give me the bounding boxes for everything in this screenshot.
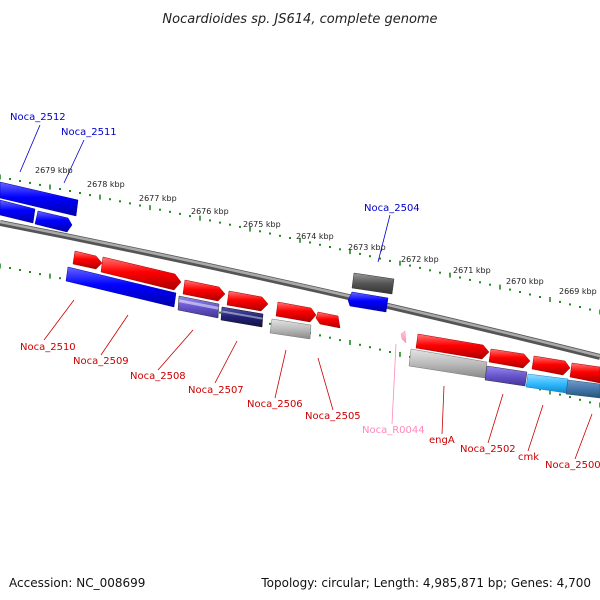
cog-track-lower [65,266,600,399]
gene-arrow-noca-2511-b[interactable] [34,210,73,233]
kbp-label: 2671 kbp [453,266,491,275]
gene-label-noca-2505[interactable]: Noca_2505 [305,411,361,422]
leader-noca-2511 [63,139,85,184]
tick-row-upper [0,174,600,315]
cog-track-upper [351,272,395,295]
accession-text: Accession: NC_008699 [9,576,145,590]
leader-noca-2505 [317,357,334,411]
leader-noca-2500 [574,413,593,460]
gene-arrow-noca-2509-red[interactable] [100,256,182,291]
gene-arrow-cmk-red[interactable] [531,355,571,376]
gene-labels-upper: Noca_2512 Noca_2511 Noca_2504 [10,112,420,214]
gene-arrow-noca-2500-red[interactable] [569,362,600,384]
kbp-label: 2675 kbp [243,220,281,229]
gene-leader-lines [19,124,593,460]
gene-label-noca-2509[interactable]: Noca_2509 [73,356,129,367]
leader-noca-2509 [100,314,129,356]
gene-label-cmk[interactable]: cmk [518,452,539,463]
cog-stripe-noca-2507 [222,310,263,320]
cog-block-noca-2502[interactable] [484,365,528,387]
cog-block-noca-2510[interactable] [65,266,177,308]
gene-labels-lower: Noca_2510 Noca_2509 Noca_2508 Noca_2507 … [20,342,600,471]
kbp-label: 2672 kbp [401,255,439,264]
gene-arrow-enga-red[interactable] [415,333,490,360]
kbp-label: 2673 kbp [348,243,386,252]
gene-label-noca-2511[interactable]: Noca_2511 [61,127,117,138]
gene-label-noca-2507[interactable]: Noca_2507 [188,385,244,396]
kbp-label: 2677 kbp [139,194,177,203]
cog-block-noca-2507[interactable] [220,306,264,328]
leader-cmk [527,404,544,452]
leader-noca-2512 [19,124,41,173]
gene-label-noca-2504[interactable]: Noca_2504 [364,203,420,214]
map-title: Nocardioides sp. JS614, complete genome [162,12,437,27]
gene-arrow-noca-2508-red[interactable] [182,279,226,302]
gene-arrow-noca-2506-red[interactable] [275,301,317,323]
gene-track-lower [72,250,600,384]
gene-label-noca-2510[interactable]: Noca_2510 [20,342,76,353]
leader-noca-2508 [157,329,194,371]
gene-arrow-noca-2502-red[interactable] [488,348,531,369]
gene-label-noca-2512[interactable]: Noca_2512 [10,112,66,123]
kbp-label: 2679 kbp [35,166,73,175]
rna-marker-noca-r0044[interactable] [400,330,407,344]
kbp-label: 2674 kbp [296,232,334,241]
kbp-label: 2678 kbp [87,180,125,189]
gene-label-noca-2502[interactable]: Noca_2502 [460,444,516,455]
genome-backbone [0,220,600,360]
cog-block-noca-2506[interactable] [269,318,312,340]
leader-noca-2502 [487,393,504,444]
leader-noca-r0044 [391,343,397,425]
gene-label-noca-2508[interactable]: Noca_2508 [130,371,186,382]
gene-arrow-noca-2510-red[interactable] [72,250,103,270]
leader-enga [441,385,445,435]
gene-arrow-noca-2505-red[interactable] [315,311,341,329]
kbp-label: 2670 kbp [506,277,544,286]
cog-block-cmk[interactable] [525,373,569,394]
gene-arrow-noca-2512[interactable] [0,181,79,217]
gene-label-noca-2506[interactable]: Noca_2506 [247,399,303,410]
leader-noca-2506 [274,349,287,399]
gene-arrow-noca-2511-a[interactable] [0,199,36,224]
cog-block-enga[interactable] [408,348,488,379]
gene-arrow-noca-2507-red[interactable] [226,290,269,312]
leader-noca-2504 [377,214,391,263]
kbp-label: 2676 kbp [191,207,229,216]
kbp-labels: 2679 kbp 2678 kbp 2677 kbp 2676 kbp 2675… [35,166,597,296]
cog-block-dark[interactable] [351,272,395,295]
cog-stripe-noca-2508 [178,299,219,310]
genome-summary-text: Topology: circular; Length: 4,985,871 bp… [260,576,591,590]
gene-label-enga[interactable]: engA [429,435,455,446]
gene-arrow-noca-2504[interactable] [347,291,389,313]
leader-noca-2507 [214,340,238,384]
kbp-label: 2669 kbp [559,287,597,296]
gene-label-noca-2500[interactable]: Noca_2500 [545,460,600,471]
gene-track-upper [0,181,389,313]
gene-label-noca-r0044[interactable]: Noca_R0044 [362,425,425,436]
leader-noca-2510 [43,299,75,341]
cog-block-noca-2500[interactable] [565,379,600,399]
